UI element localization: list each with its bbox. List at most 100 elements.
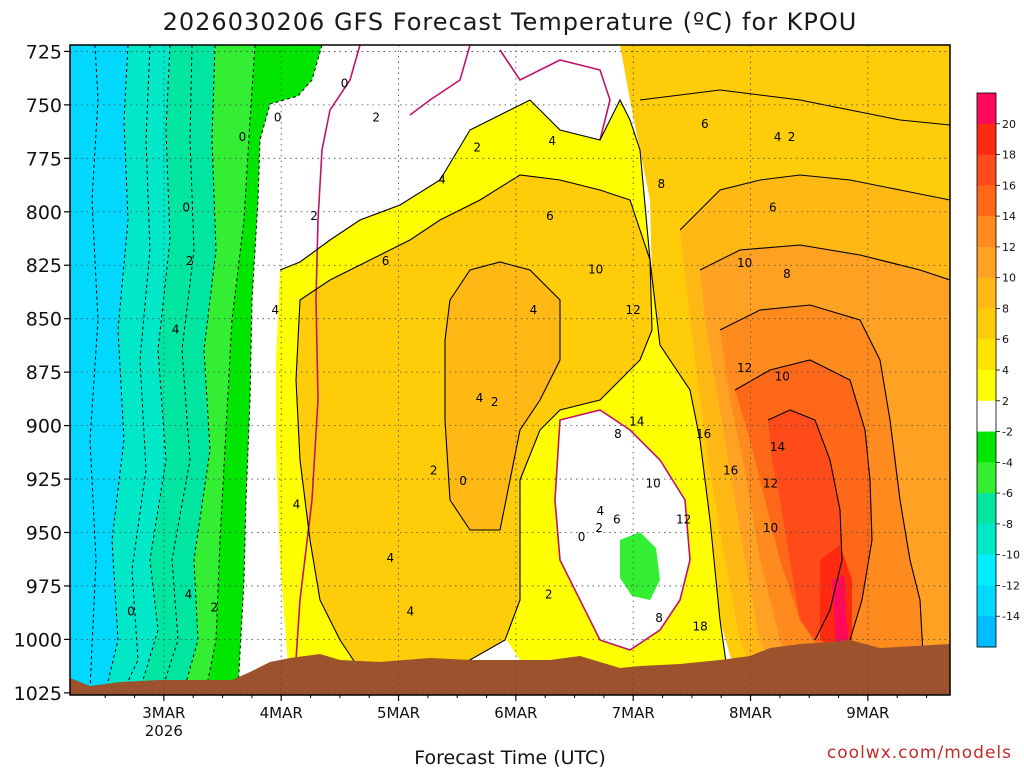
colorbar-swatch (977, 123, 996, 156)
colorbar-label: -8 (1002, 518, 1013, 531)
solid-contours (279, 89, 950, 691)
band-below-2 (555, 410, 690, 650)
contour-label: 4 (406, 605, 414, 619)
colorbar-swatch (977, 554, 996, 586)
colorbar-label: 20 (1002, 118, 1016, 131)
terrain (70, 640, 950, 695)
contour-label: 2 (186, 254, 194, 268)
contour-label: 6 (769, 201, 777, 215)
colorbar-swatch (977, 493, 996, 525)
colorbar-label: -14 (1002, 610, 1020, 623)
colorbar-swatch (977, 93, 996, 125)
x-tick-sublabel: 2026 (145, 722, 183, 740)
contour-label: 8 (658, 177, 666, 191)
band-minus-14 (70, 45, 128, 690)
contour-label: 6 (546, 209, 554, 223)
colorbar-swatch (977, 246, 996, 279)
colorbar-swatch (977, 216, 996, 248)
contour-label: 12 (763, 476, 778, 490)
colorbar-swatch (977, 370, 996, 402)
contour-label: 0 (578, 530, 586, 544)
colorbar-label: 4 (1002, 364, 1009, 377)
contour-label: 10 (775, 369, 790, 383)
colorbar-label: 14 (1002, 210, 1016, 223)
colorbar-swatch (977, 523, 996, 556)
y-tick-label: 1000 (14, 629, 62, 651)
x-tick-label: 6MAR (494, 704, 537, 722)
x-tick-label: 8MAR (729, 704, 772, 722)
x-tick-label: 3MAR (142, 704, 185, 722)
colorbar-swatch (977, 154, 996, 186)
contour-label: 8 (655, 611, 663, 625)
y-tick-label: 975 (26, 576, 62, 598)
band-minus-2-pocket (620, 532, 660, 600)
colorbar-swatch (977, 462, 996, 494)
colorbar-label: -10 (1002, 549, 1020, 562)
band-20-east (832, 576, 848, 644)
colorbar-swatch (977, 339, 996, 371)
colorbar-swatch (977, 616, 996, 648)
contour-label: 2 (310, 209, 318, 223)
dashed-contours (89, 45, 323, 691)
y-tick-label: 875 (26, 362, 62, 384)
y-tick-label: 900 (26, 416, 62, 438)
y-tick-label: 950 (26, 523, 62, 545)
colorbar-label: -6 (1002, 487, 1013, 500)
band-minus-8 (140, 45, 216, 690)
band-minus-10 (106, 45, 170, 690)
contour-label: 2 (473, 141, 481, 155)
contour-label: 12 (626, 303, 641, 317)
contour-label: 10 (588, 263, 603, 277)
y-axis: 725 750 775 800 825 850 875 900 925 950 975 1000 102… (14, 41, 70, 705)
contour-label: 2 (430, 463, 438, 477)
contour-label: 14 (770, 440, 785, 454)
colorbar-label: 10 (1002, 272, 1016, 285)
colorbar-label: 18 (1002, 149, 1016, 162)
contour-label: 2 (788, 130, 796, 144)
contour-label: 0 (127, 605, 135, 619)
contour-label: 0 (182, 201, 190, 215)
contour-label: 4 (172, 322, 180, 336)
contour-label: 4 (548, 134, 556, 148)
contour-label: 0 (274, 111, 282, 125)
colorbar-label: 2 (1002, 395, 1009, 408)
x-tick-label: 9MAR (846, 704, 889, 722)
colorbar-label: -2 (1002, 426, 1013, 439)
contour-label: 0 (459, 474, 467, 488)
zero-isotherms (293, 45, 691, 691)
x-tick-label: 5MAR (377, 704, 420, 722)
x-tick-label: 4MAR (260, 704, 303, 722)
contour-label: 8 (614, 427, 622, 441)
contour-label: 10 (763, 521, 778, 535)
y-tick-label: 850 (26, 309, 62, 331)
contour-label: 4 (438, 173, 446, 187)
credit-link[interactable]: coolwx.com/models (827, 743, 1012, 763)
x-tick-label: 7MAR (612, 704, 655, 722)
colorbar-label: 12 (1002, 241, 1016, 254)
colorbar-label: -4 (1002, 456, 1013, 469)
contour-label: 12 (676, 513, 691, 527)
y-tick-label: 1025 (14, 683, 62, 705)
colorbar-label: 16 (1002, 179, 1016, 192)
y-tick-label: 775 (26, 148, 62, 170)
contour-label: 0 (341, 76, 349, 90)
contour-label: 6 (382, 254, 390, 268)
colorbar-swatch (977, 277, 996, 309)
contour-label: 10 (646, 476, 661, 490)
contour-label: 4 (530, 303, 538, 317)
y-tick-label: 725 (26, 41, 62, 63)
contour-label: 14 (629, 414, 644, 428)
contour-label: 4 (597, 504, 605, 518)
band-minus-6 (184, 45, 255, 690)
contour-label: 4 (185, 588, 193, 602)
chart-title: 2026030206 GFS Forecast Temperature (ºC)… (163, 8, 858, 36)
y-tick-label: 750 (26, 95, 62, 117)
contour-label: 2 (210, 600, 218, 614)
colorbar-swatch (977, 308, 996, 340)
contour-label: 6 (613, 513, 621, 527)
contour-label: 16 (696, 427, 711, 441)
contour-label: 10 (737, 256, 752, 270)
